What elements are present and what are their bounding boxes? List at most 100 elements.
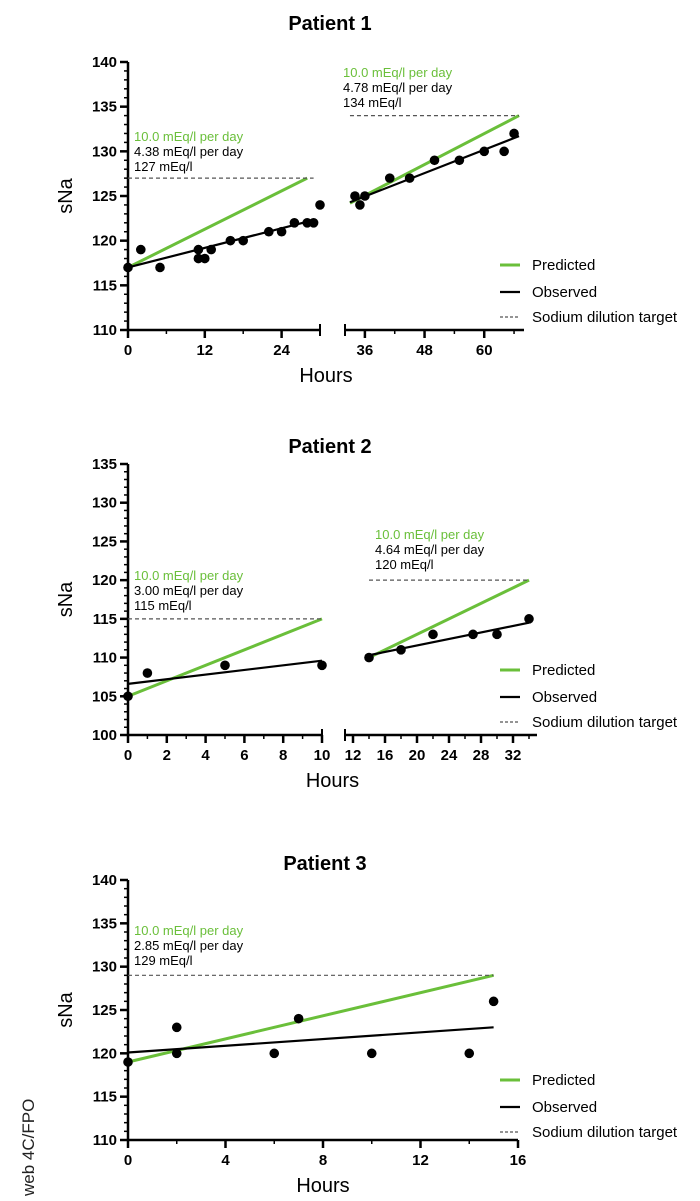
- y-axis-title: sNa: [55, 991, 77, 1027]
- predicted-rate-label: 10.0 mEq/l per day: [375, 527, 485, 542]
- y-tick-label: 105: [92, 688, 117, 705]
- observed-point: [276, 226, 287, 237]
- observed-point: [509, 128, 519, 139]
- observed-point: [429, 155, 440, 166]
- x-tick-label: 0: [124, 747, 132, 764]
- observed-fit-line: [127, 1026, 494, 1054]
- observed-point: [193, 244, 204, 255]
- observed-point: [364, 652, 374, 663]
- observed-point: [499, 146, 509, 157]
- x-tick-label: 48: [416, 342, 433, 359]
- y-tick-label: 110: [93, 1132, 117, 1149]
- legend-predicted-label: Predicted: [532, 1072, 595, 1089]
- observed-point: [366, 1048, 377, 1059]
- observed-point: [123, 691, 133, 702]
- observed-fit-line: [127, 659, 323, 685]
- y-tick-label: 135: [92, 915, 117, 932]
- observed-point: [404, 173, 415, 183]
- x-tick-label: 0: [124, 1152, 132, 1169]
- observed-point: [289, 218, 300, 228]
- chart-title: Patient 1: [288, 13, 371, 35]
- x-axis-title: Hours: [306, 770, 359, 792]
- observed-point: [350, 191, 360, 201]
- chart-patient-3: Patient 3 110 115 120 125 130 135 140 sNa 0 4 8 12 16…: [55, 853, 678, 1197]
- x-tick-label: 8: [319, 1152, 327, 1169]
- observed-point: [524, 614, 534, 624]
- observed-point: [308, 218, 319, 228]
- observed-point: [220, 660, 230, 671]
- x-tick-label: 16: [377, 747, 394, 764]
- observed-point: [488, 996, 499, 1007]
- x-tick-label: 28: [473, 747, 490, 764]
- observed-point: [315, 200, 325, 210]
- observed-rate-label: 4.38 mEq/l per day: [134, 144, 244, 159]
- y-tick-label: 140: [92, 54, 117, 71]
- legend-observed-label: Observed: [532, 1099, 597, 1116]
- y-tick-label: 110: [93, 322, 117, 339]
- observed-rate-label: 4.64 mEq/l per day: [375, 542, 485, 557]
- x-tick-label: 12: [196, 342, 213, 359]
- observed-point: [428, 629, 438, 640]
- y-tick-label: 120: [92, 572, 117, 589]
- observed-point: [468, 629, 478, 640]
- observed-fit-line: [368, 621, 530, 657]
- x-tick-label: 16: [510, 1152, 527, 1169]
- observed-point: [225, 235, 236, 246]
- predicted-rate-label: 10.0 mEq/l per day: [134, 923, 244, 938]
- y-tick-label: 125: [92, 533, 117, 550]
- y-tick-label: 125: [92, 188, 117, 205]
- target-value-label: 134 mEq/l: [343, 95, 402, 110]
- y-tick-label: 130: [92, 143, 117, 160]
- legend-observed-label: Observed: [532, 689, 597, 706]
- chart-title: Patient 2: [288, 436, 371, 458]
- observed-point: [206, 244, 216, 255]
- x-tick-label: 4: [221, 1152, 230, 1169]
- legend-predicted-label: Predicted: [532, 257, 595, 274]
- x-tick-label: 8: [279, 747, 287, 764]
- y-tick-label: 115: [93, 277, 117, 294]
- x-axis-title: Hours: [299, 365, 352, 387]
- observed-point: [171, 1048, 182, 1059]
- predicted-line: [127, 617, 323, 698]
- y-tick-label: 140: [92, 872, 117, 889]
- observed-point: [171, 1022, 182, 1033]
- legend-observed-label: Observed: [532, 284, 597, 301]
- legend-predicted-label: Predicted: [532, 662, 595, 679]
- y-tick-label: 120: [92, 1045, 117, 1062]
- legend-target-label: Sodium dilution target: [532, 714, 678, 731]
- y-tick-label: 120: [92, 233, 117, 250]
- observed-point: [492, 629, 502, 640]
- x-tick-label: 6: [240, 747, 248, 764]
- predicted-rate-label: 10.0 mEq/l per day: [134, 568, 244, 583]
- observed-point: [136, 244, 146, 255]
- observed-rate-label: 3.00 mEq/l per day: [134, 583, 244, 598]
- predicted-line: [368, 578, 530, 659]
- observed-point: [123, 1057, 133, 1067]
- watermark-label: web 4C/FPO: [19, 1099, 38, 1197]
- legend-target-label: Sodium dilution target: [532, 309, 678, 326]
- observed-fit-line: [127, 219, 314, 269]
- observed-fit-line: [349, 135, 520, 204]
- target-value-label: 115 mEq/l: [134, 598, 192, 613]
- y-tick-label: 125: [92, 1002, 117, 1019]
- observed-point: [454, 155, 465, 166]
- chart-title: Patient 3: [283, 853, 366, 875]
- x-tick-label: 20: [409, 747, 426, 764]
- y-axis-title: sNa: [55, 177, 77, 213]
- y-tick-label: 115: [93, 1089, 117, 1106]
- predicted-rate-label: 10.0 mEq/l per day: [134, 129, 244, 144]
- x-tick-label: 10: [314, 747, 331, 764]
- observed-point: [200, 253, 210, 264]
- y-axis-title: sNa: [55, 581, 77, 617]
- observed-point: [269, 1048, 280, 1059]
- observed-rate-label: 4.78 mEq/l per day: [343, 80, 453, 95]
- target-value-label: 120 mEq/l: [375, 557, 434, 572]
- observed-point: [123, 262, 133, 273]
- y-tick-label: 130: [92, 959, 117, 976]
- predicted-rate-label: 10.0 mEq/l per day: [343, 65, 453, 80]
- observed-point: [396, 645, 406, 655]
- chart-patient-1: Patient 1 110 115 120 125 130 135 140 sNa 0 12 24 36…: [55, 13, 678, 387]
- observed-point: [360, 191, 370, 201]
- x-tick-label: 32: [505, 747, 522, 764]
